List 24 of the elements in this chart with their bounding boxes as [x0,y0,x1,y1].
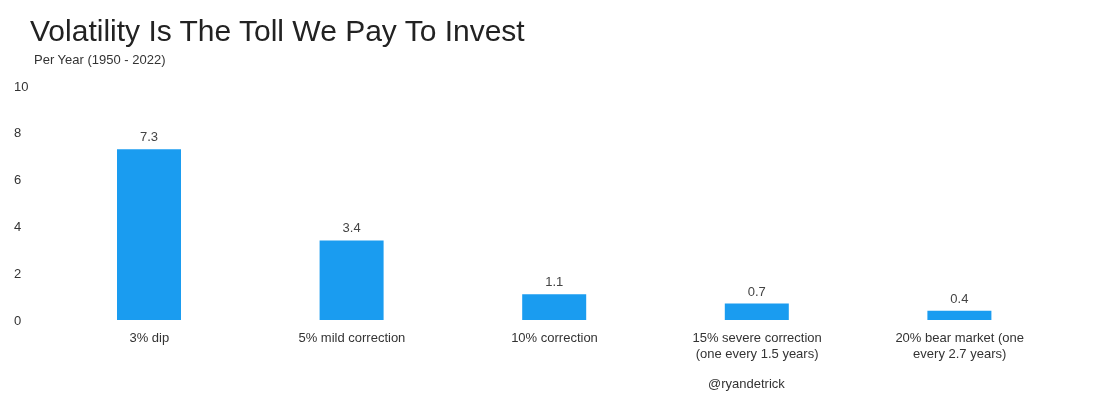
y-tick-label: 0 [14,312,22,328]
data-label: 1.1 [545,274,564,290]
x-tick-label: 15% severe correction (one every 1.5 years) [692,330,822,361]
x-tick-label: 20% bear market (one every 2.7 years) [895,330,1025,361]
text: @ryandetrick [708,376,785,391]
data-label: 0.7 [747,283,766,299]
data-label: 7.3 [139,129,159,145]
chart-title: Volatility Is The Toll We Pay To Invest [30,14,525,48]
bar [522,294,587,320]
bar [724,303,789,320]
chart-subtitle: Per Year (1950 - 2022) [34,52,166,67]
x-tick-label: 5% mild correction [298,330,406,345]
x-tick-label: 10% correction [511,330,598,345]
data-label: 3.4 [342,220,361,236]
y-tick-label: 6 [14,172,22,188]
y-tick-label: 2 [14,265,22,281]
data-label: 0.4 [950,290,969,306]
bar [319,240,384,320]
y-tick-label: 4 [14,219,22,235]
y-tick-label: 8 [14,125,22,141]
bar [927,310,992,320]
y-tick-label: 10 [14,78,29,94]
x-tick-label: 3% dip [129,330,170,345]
bar [117,149,181,320]
